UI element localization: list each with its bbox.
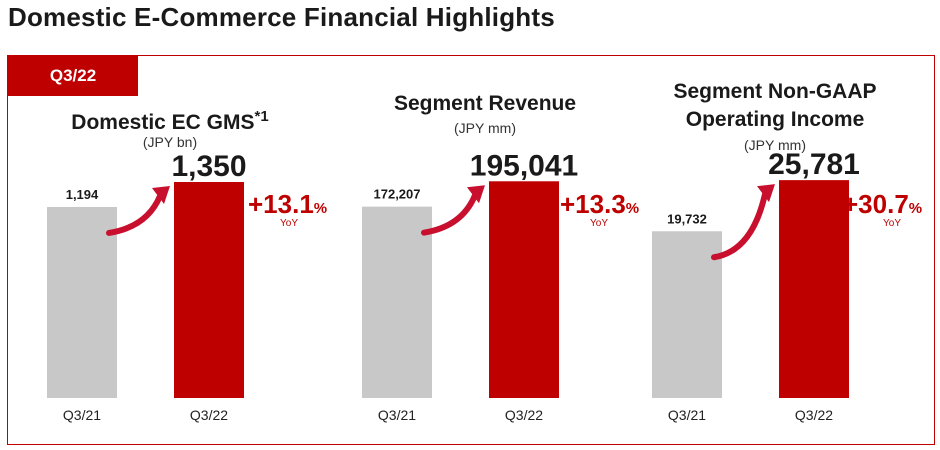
yoy-label: YoY (280, 218, 298, 229)
chart-segment-revenue: Segment Revenue (JPY mm) 172,207 Q3/21 195… (335, 0, 639, 450)
chart-title: Segment Revenue (393, 92, 577, 115)
value-label: 1,194 (66, 187, 99, 202)
growth-arrow-shaft (711, 191, 768, 261)
category-label: Q3/22 (505, 407, 543, 423)
bar-q3-21 (652, 231, 722, 398)
category-label: Q3/22 (190, 407, 228, 423)
value-label: 19,732 (667, 211, 707, 226)
growth-arrow-head (467, 185, 485, 204)
chart-unit: (JPY mm) (454, 120, 516, 136)
growth-arrow-head (152, 186, 170, 204)
page-title: Domestic E-Commerce Financial Highlights (8, 2, 555, 32)
yoy-label: YoY (883, 218, 901, 229)
chart-unit: (JPY mm) (744, 137, 806, 153)
growth-rate: +13.3% (560, 189, 640, 219)
category-label: Q3/21 (378, 407, 416, 423)
chart-title-line-2: Operating Income (685, 108, 865, 131)
highlights-frame (7, 55, 935, 445)
growth-rate: +30.7% (843, 189, 923, 219)
growth-arrow-shaft (106, 193, 163, 236)
category-label: Q3/22 (795, 407, 833, 423)
period-badge: Q3/22 (8, 56, 138, 96)
yoy-label: YoY (590, 218, 608, 229)
bar-q3-21 (47, 206, 117, 398)
bar-q3-22 (174, 182, 244, 398)
growth-arrow-head (757, 184, 775, 203)
value-label: 1,350 (171, 150, 246, 183)
chart-non-gaap-operating-income: Segment Non-GAAP Operating Income (JPY m… (625, 0, 925, 450)
category-label: Q3/21 (63, 407, 101, 423)
bar-chart-svg: 19,732 Q3/21 25,781 Q3/22 (652, 148, 860, 423)
bar-chart-svg: 172,207 Q3/21 195,041 Q3/22 (362, 149, 578, 423)
chart-title-line-1: Segment Non-GAAP (673, 80, 877, 103)
category-label: Q3/21 (668, 407, 706, 423)
bar-q3-22 (489, 181, 559, 398)
value-label: 172,207 (374, 187, 421, 202)
value-label: 25,781 (768, 148, 860, 181)
chart-unit: (JPY bn) (142, 134, 198, 150)
growth-rate: +13.1% (248, 189, 328, 219)
bar-q3-22 (779, 180, 849, 398)
chart-title: Domestic EC GMS*1 (71, 108, 269, 134)
value-label: 195,041 (470, 149, 578, 182)
chart-domestic-ec-gms: Domestic EC GMS*1 (JPY bn) 1,194 Q3/21 1,3… (20, 0, 327, 450)
growth-arrow-shaft (421, 192, 478, 236)
bar-q3-21 (362, 206, 432, 398)
bar-chart-svg: 1,194 Q3/21 1,350 Q3/22 (47, 150, 247, 423)
